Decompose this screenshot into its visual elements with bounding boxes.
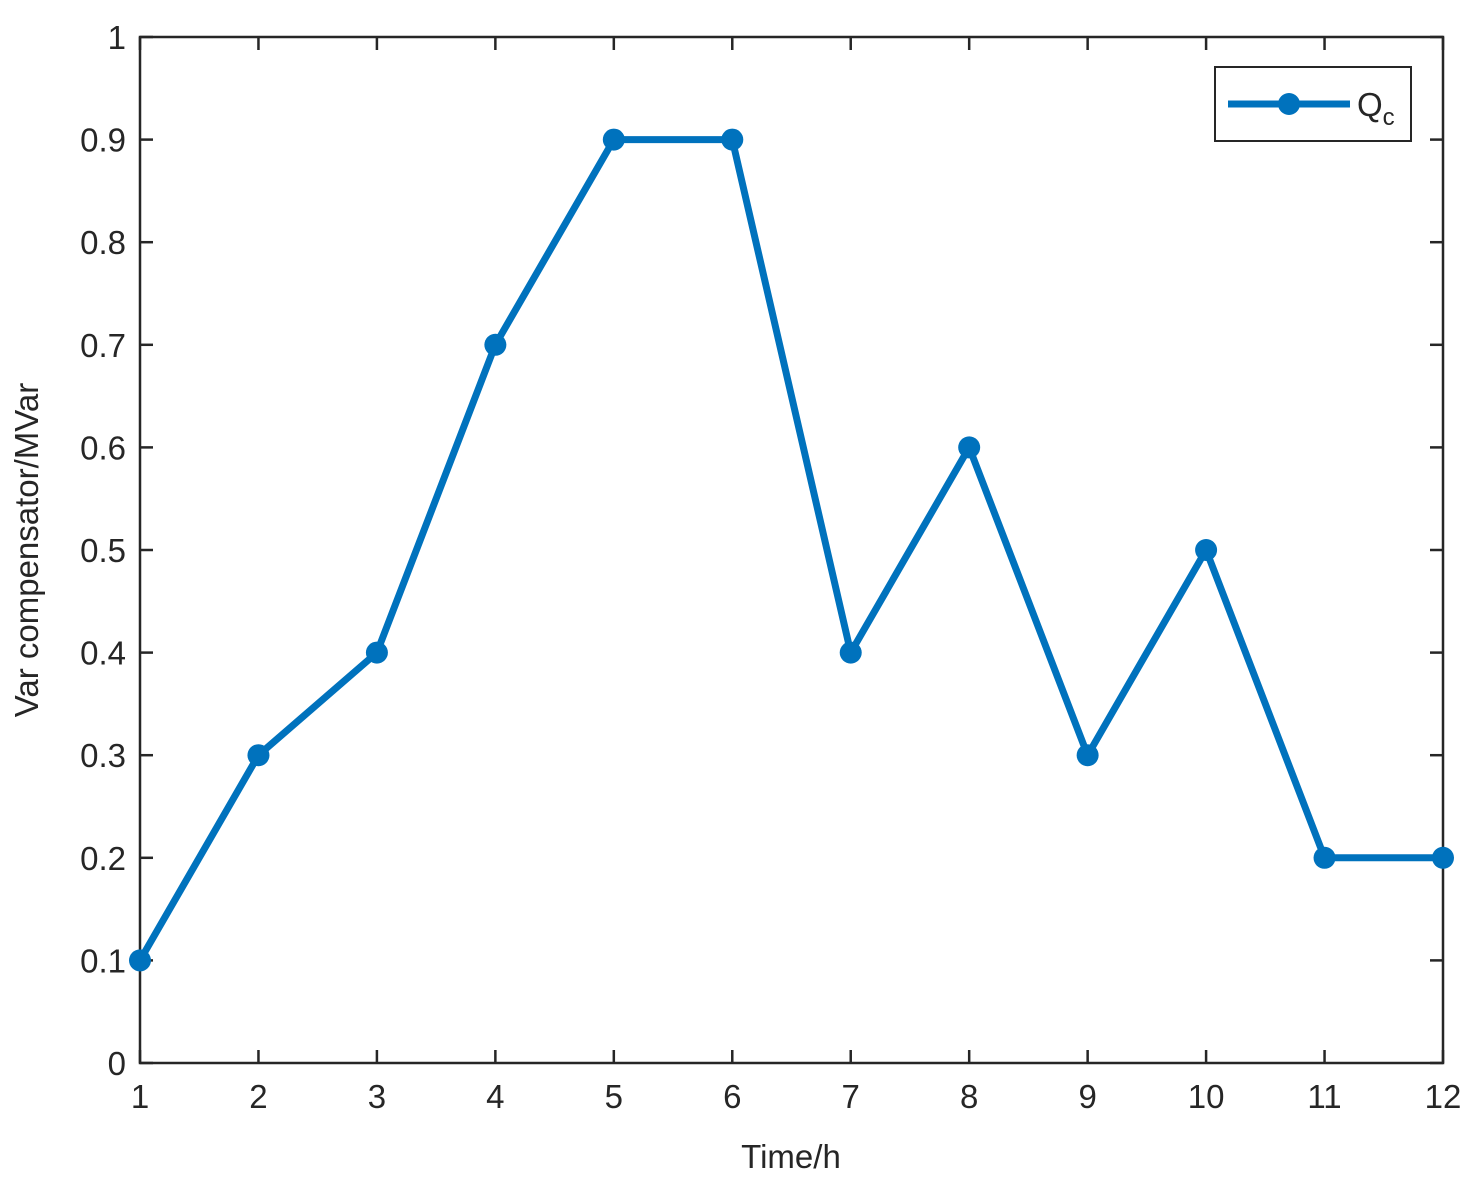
y-axis-label: Var compensator/MVar <box>8 383 45 717</box>
data-point <box>247 744 270 767</box>
x-tick-label: 2 <box>249 1078 267 1115</box>
x-tick-label: 9 <box>1078 1078 1096 1115</box>
data-point <box>484 333 507 356</box>
legend-label: Qc <box>1357 86 1395 131</box>
x-tick-label: 11 <box>1307 1078 1341 1115</box>
y-tick-label: 0.9 <box>80 122 126 159</box>
y-tick-label: 0.8 <box>80 224 126 261</box>
x-tick-label: 12 <box>1425 1078 1462 1115</box>
legend-marker <box>1278 93 1300 115</box>
legend: Qc <box>1214 66 1412 142</box>
x-axis-label: Time/h <box>741 1138 841 1175</box>
data-point <box>365 641 388 664</box>
data-point <box>1195 539 1218 561</box>
y-tick-label: 0 <box>108 1045 126 1082</box>
data-point <box>1432 846 1454 869</box>
data-point <box>721 128 744 151</box>
data-point <box>129 949 151 972</box>
data-point <box>1076 744 1099 767</box>
x-tick-label: 8 <box>960 1078 978 1115</box>
data-point <box>602 128 625 151</box>
y-tick-label: 0.7 <box>80 327 126 364</box>
x-tick-label: 10 <box>1188 1078 1225 1115</box>
plot-frame <box>138 35 1445 1065</box>
y-tick-label: 0.4 <box>80 635 126 672</box>
x-tick-label: 6 <box>723 1078 741 1115</box>
x-tick-label: 1 <box>131 1078 149 1115</box>
y-tick-label: 0.5 <box>80 532 126 569</box>
y-tick-label: 0.1 <box>80 942 126 979</box>
data-point <box>839 641 862 664</box>
x-tick-label: 4 <box>486 1078 504 1115</box>
data-point <box>958 436 981 459</box>
x-tick-label: 3 <box>368 1078 386 1115</box>
y-tick-label: 1 <box>108 19 126 56</box>
x-tick-label: 5 <box>605 1078 623 1115</box>
series-line <box>136 136 1443 963</box>
y-tick-label: 0.6 <box>80 429 126 466</box>
y-tick-label: 0.2 <box>80 840 126 877</box>
y-tick-label: 0.3 <box>80 737 126 774</box>
data-point <box>1313 846 1336 869</box>
x-tick-label: 7 <box>842 1078 860 1115</box>
